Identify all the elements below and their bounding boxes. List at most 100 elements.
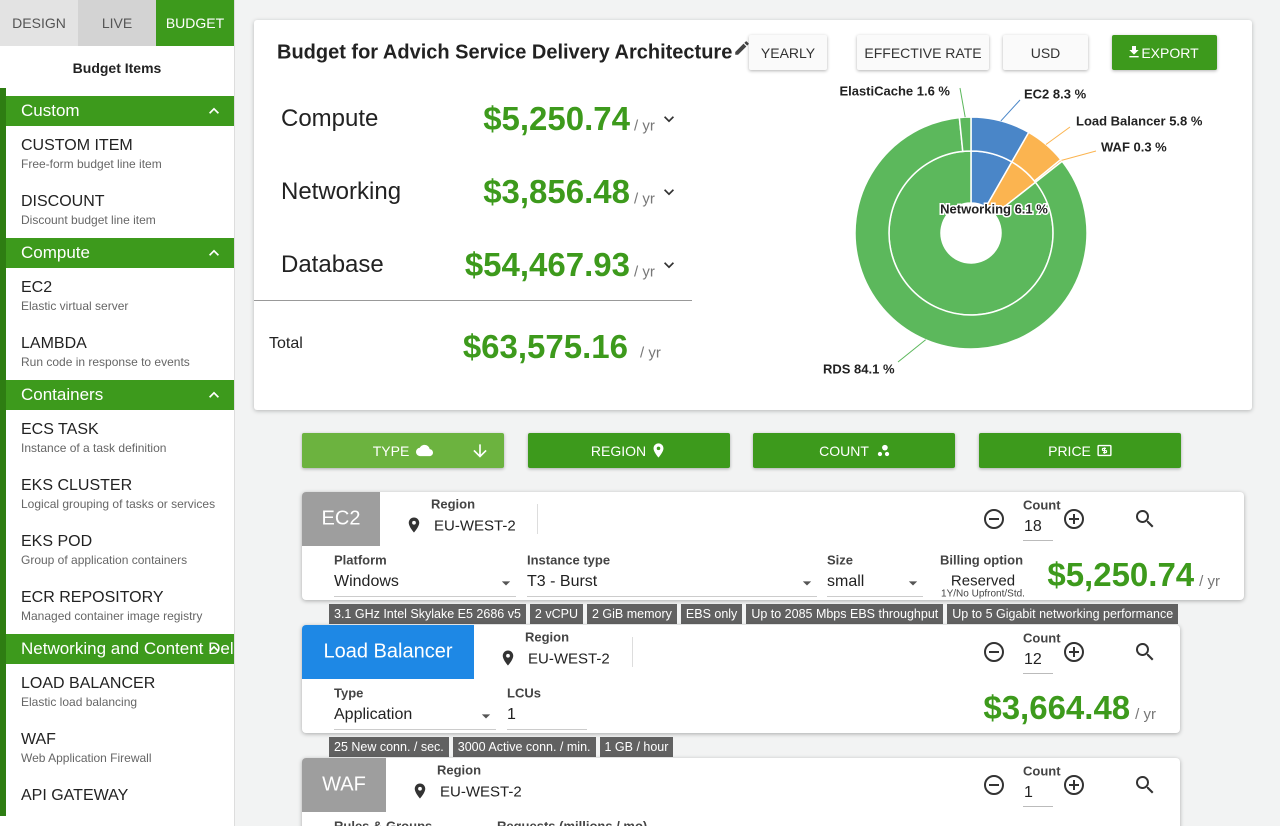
increment-button[interactable] [1062,640,1086,664]
budget-item[interactable]: LOAD BALANCER Elastic load balancing [6,664,234,720]
budget-item[interactable]: EKS POD Group of application containers [6,522,234,578]
budget-item[interactable]: CUSTOM ITEM Free-form budget line item [6,126,234,182]
filter-button[interactable]: REGION [527,433,730,468]
budget-item[interactable]: EC2 Elastic virtual server [6,268,234,324]
edit-icon [735,41,749,55]
field-label: Region [431,496,476,512]
filter-button[interactable]: PRICE [978,433,1181,468]
field-underline [507,729,587,730]
price-amount: $5,250.74 [1047,556,1195,593]
spec-tag: 2 GiB memory [587,604,677,624]
search-button[interactable] [1133,773,1157,797]
budget-item[interactable]: WAF Web Application Firewall [6,720,234,776]
button[interactable]: USD [1003,35,1088,70]
leader-line [959,87,966,118]
total-unit: / yr [640,344,661,362]
field-label: Platform [334,552,387,568]
sort-icon [473,443,487,458]
edit-icon-shape [735,41,749,55]
tab[interactable]: LIVE [78,0,156,46]
sidebar-title: Budget Items [72,60,162,76]
budget-item[interactable]: EKS CLUSTER Logical grouping of tasks or … [6,466,234,522]
download-icon [1129,46,1139,58]
filter-button[interactable]: COUNT [753,433,955,468]
resource-card: Load Balancer Region EU-WEST-2 Count 12 Type A… [302,625,1180,733]
group-header[interactable]: Containers [6,380,234,410]
group-header[interactable]: Networking and Content Delivery [6,634,234,664]
cost-amount: $3,856.48 [483,173,630,210]
field-underline [334,729,496,730]
increment-button-shape [1069,647,1079,657]
filter-button[interactable]: TYPE [302,433,504,468]
group-title: Compute [21,243,90,262]
increment-button[interactable] [1062,773,1086,797]
outer-segment [958,116,972,153]
decrement-button[interactable] [982,773,1006,797]
item-description: Free-form budget line item [21,157,162,171]
search-button[interactable] [1133,507,1157,531]
item-name: CUSTOM ITEM [21,137,133,154]
field-label: Count [1023,497,1061,513]
increment-button-shape [1064,642,1084,662]
decrement-button-shape [984,775,1004,795]
field-label: LCUs [507,685,541,701]
button[interactable]: EXPORT [1112,35,1217,70]
region-value: EU-WEST-2 [434,517,516,535]
group-header[interactable]: Custom [6,96,234,126]
field-value: 1 [507,706,516,723]
field-label: Count [1023,763,1061,779]
filter-icon [877,444,889,457]
item-description: Elastic load balancing [21,695,138,709]
location-icon [414,783,426,799]
count-underline [1023,806,1053,807]
item-description: Logical grouping of tasks or services [21,497,216,511]
budget-item[interactable]: ECS TASK Instance of a task definition [6,410,234,466]
budget-item[interactable]: ECR REPOSITORY Managed container image re… [6,578,234,634]
decrement-button[interactable] [982,640,1006,664]
group-title: Custom [21,101,80,120]
budget-item[interactable]: DISCOUNT Discount budget line item [6,182,234,238]
sidebar: DESIGN LIVE BUDGET Budget Items Custom CUSTOM… [0,0,235,826]
location-icon-shape [502,650,514,666]
location-icon-shape [408,517,420,533]
location-icon [408,517,420,533]
field-divider [537,504,538,534]
tab[interactable]: DESIGN [0,0,78,46]
filter-icon-shape [415,444,433,457]
resource-card: WAF Region EU-WEST-2 Count 1 Rules & Groups Re… [302,758,1180,826]
tab[interactable]: BUDGET [156,0,234,46]
filter-icon [415,444,433,457]
count-value: 12 [1024,651,1042,668]
group-title: Networking and Content Delivery [21,639,235,658]
location-icon [502,650,514,666]
cost-category: Networking [281,178,402,205]
decrement-button[interactable] [982,507,1006,531]
increment-button[interactable] [1062,507,1086,531]
button[interactable]: YEARLY [749,35,827,70]
filter-icon-shape [881,444,888,451]
search-button[interactable] [1133,640,1157,664]
budget-item[interactable]: LAMBDA Run code in response to events [6,324,234,380]
segment-label: Networking 6.1 % [940,201,1048,216]
filter-icon [653,443,664,458]
filter-icon-shape [1097,444,1112,457]
count-value: 1 [1024,784,1033,801]
increment-button-shape [1069,514,1079,524]
field-label: Billing option [940,552,1024,568]
divider [254,300,692,301]
expand-icon [664,116,674,123]
collapse-icon-shape [209,107,219,114]
button[interactable]: EFFECTIVE RATE [857,35,989,70]
field-label: Type [334,685,364,701]
field-value: T3 - Burst [527,573,598,590]
field-label: Region [525,629,570,645]
location-icon-shape [414,783,426,799]
search-button-shape [1136,776,1154,794]
group-header[interactable]: Compute [6,238,234,268]
billing-value: Reserved [950,572,1016,590]
dropdown-icon-shape [501,581,511,586]
budget-item[interactable]: API GATEWAY [6,776,234,816]
dropdown-icon [501,581,511,586]
item-name: ECR REPOSITORY [21,589,164,606]
download-icon-shape [1129,46,1139,58]
